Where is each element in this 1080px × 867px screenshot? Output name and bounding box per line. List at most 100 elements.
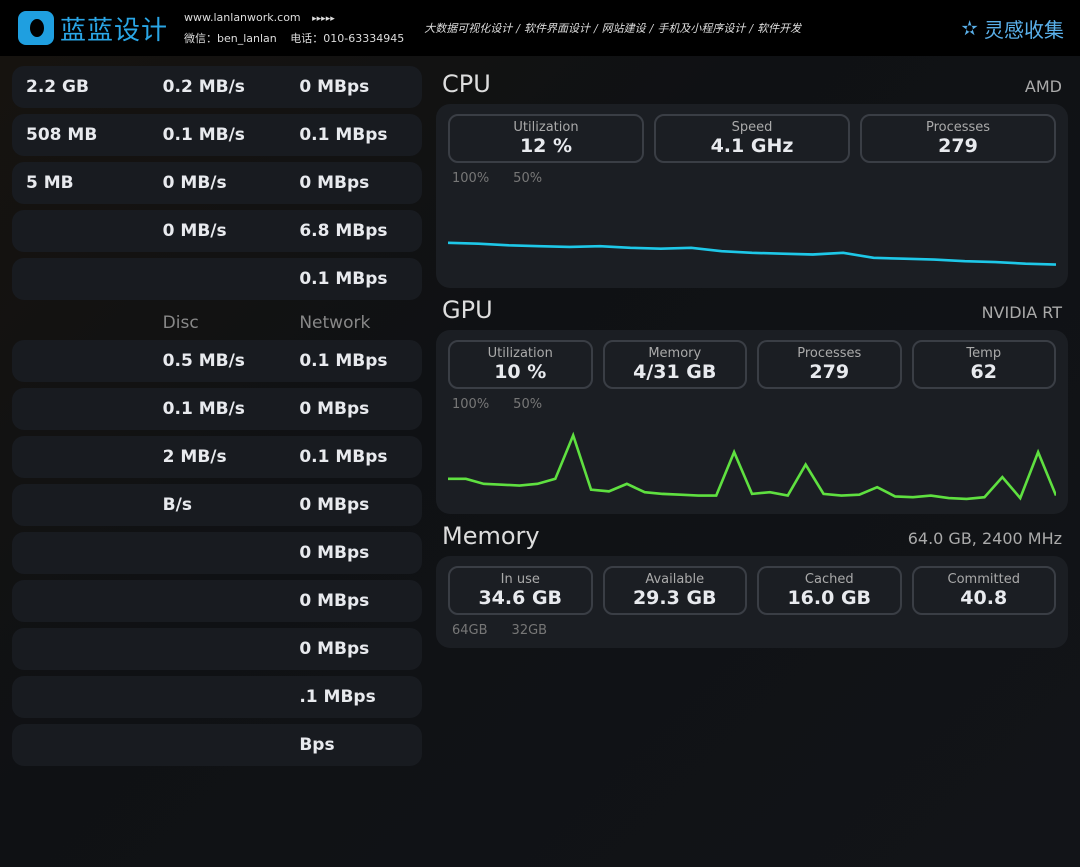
stat-box: Memory 4/31 GB	[602, 340, 747, 389]
axis-label: 32GB	[511, 623, 548, 638]
gpu-card: Utilization 10 % Memory 4/31 GB Processes 279…	[436, 330, 1068, 514]
stat-label: Committed	[947, 572, 1020, 587]
cell: 0.1 MB/s	[162, 399, 245, 419]
nav-link[interactable]: 手机及小程序设计	[657, 22, 746, 35]
table-row[interactable]: 5 MB 0 MB/s 0 MBps	[12, 162, 422, 204]
cpu-card: Utilization 12 % Speed 4.1 GHz Processes 279 1…	[436, 104, 1068, 288]
logo[interactable]: 蓝蓝设计	[18, 10, 168, 47]
phone: 电话：010-63334945	[290, 32, 405, 45]
stat-value: 279	[938, 135, 978, 157]
stat-label: Memory	[648, 346, 702, 361]
memory-stats: In use 34.6 GB Available 29.3 GB Cached 16.0 …	[448, 566, 1056, 615]
cell: 0.1 MBps	[299, 447, 388, 467]
stat-label: Processes	[925, 120, 991, 135]
nav-link[interactable]: 软件界面设计	[523, 22, 590, 35]
header-cell[interactable]: Disc	[162, 313, 199, 333]
cpu-usage-line	[448, 241, 1056, 266]
table-row[interactable]: 0 MBps	[12, 532, 422, 574]
stat-label: Processes	[797, 346, 862, 361]
stat-value: 40.8	[960, 587, 1008, 609]
process-list: 2.2 GB 0.2 MB/s 0 MBps 508 MB 0.1 MB/s 0.1 MB…	[12, 66, 422, 857]
nav-separator: /	[749, 22, 754, 35]
stat-box: Speed 4.1 GHz	[654, 114, 850, 163]
cell: 0 MBps	[299, 173, 370, 193]
gpu-chart	[448, 431, 1056, 501]
memory-header: Memory 64.0 GB, 2400 MHz	[442, 522, 1062, 550]
stat-value: 279	[809, 361, 850, 383]
table-row[interactable]: 0.1 MB/s 0 MBps	[12, 388, 422, 430]
gpu-header: GPU NVIDIA RT	[442, 296, 1062, 324]
cell: 2.2 GB	[26, 77, 89, 97]
stat-label: Available	[645, 572, 705, 587]
table-row[interactable]: 0 MB/s 6.8 MBps	[12, 210, 422, 252]
stat-value: 10 %	[494, 361, 547, 383]
cell: 0 MB/s	[162, 221, 227, 241]
gpu-title: GPU	[442, 296, 493, 324]
table-row[interactable]: 2 MB/s 0.1 MBps	[12, 436, 422, 478]
stat-box: Utilization 12 %	[448, 114, 644, 163]
column-headers: Disc Network	[12, 306, 422, 340]
brand: ✫ 灵感收集	[961, 14, 1064, 43]
stat-value: 29.3 GB	[632, 587, 717, 609]
cell: 0 MBps	[299, 591, 370, 611]
memory-title: Memory	[442, 522, 540, 550]
cell: 0 MBps	[299, 639, 370, 659]
nav-separator: /	[649, 22, 654, 35]
site-url[interactable]: www.lanlanwork.com	[184, 11, 301, 24]
table-row[interactable]: .1 MBps	[12, 676, 422, 718]
stat-value: 16.0 GB	[787, 587, 872, 609]
cell: 0 MBps	[299, 77, 370, 97]
table-row[interactable]: B/s 0 MBps	[12, 484, 422, 526]
nav-separator: /	[593, 22, 598, 35]
stat-value: 4/31 GB	[633, 361, 717, 383]
brand-text: 灵感收集	[984, 17, 1064, 42]
cpu-axis-labels: 100% 50%	[452, 171, 1056, 186]
axis-label: 64GB	[452, 623, 488, 638]
table-row[interactable]: 0 MBps	[12, 580, 422, 622]
cell: 0 MBps	[299, 543, 370, 563]
cell: 0.1 MBps	[299, 125, 388, 145]
axis-label: 50%	[513, 171, 543, 186]
cell: 0.1 MBps	[299, 269, 388, 289]
table-row[interactable]: Bps	[12, 724, 422, 766]
cpu-section: CPU AMD Utilization 12 % Speed 4.1 GHz Process…	[436, 70, 1068, 288]
cell: 508 MB	[26, 125, 98, 145]
header-cell[interactable]: Network	[299, 313, 371, 333]
memory-device-label: 64.0 GB, 2400 MHz	[907, 529, 1062, 548]
stat-box: Available 29.3 GB	[602, 566, 747, 615]
table-row[interactable]: 508 MB 0.1 MB/s 0.1 MBps	[12, 114, 422, 156]
stat-label: Utilization	[513, 120, 579, 135]
cpu-chart	[448, 241, 1056, 266]
nav-separator: /	[516, 22, 520, 35]
gpu-stats: Utilization 10 % Memory 4/31 GB Processes 279…	[448, 340, 1056, 389]
axis-label: 50%	[513, 397, 543, 412]
nav-link[interactable]: 网站建设	[601, 22, 646, 35]
arrows-icon: ▸▸▸▸▸	[312, 14, 335, 24]
logo-icon	[18, 11, 54, 45]
cell: 0.1 MBps	[299, 351, 388, 371]
table-row[interactable]: 0 MBps	[12, 628, 422, 670]
cell: 0 MB/s	[162, 173, 227, 193]
cell: 6.8 MBps	[299, 221, 388, 241]
gpu-section: GPU NVIDIA RT Utilization 10 % Memory 4/31 GB…	[436, 296, 1068, 514]
axis-label: 100%	[452, 171, 490, 186]
nav-links: 大数据可视化设计 / 软件界面设计 / 网站建设 / 手机及小程序设计 / 软件开发	[424, 20, 801, 36]
memory-section: Memory 64.0 GB, 2400 MHz In use 34.6 GB Avai…	[436, 522, 1068, 648]
gpu-usage-line	[448, 431, 1056, 501]
memory-axis-labels: 64GB 32GB	[452, 623, 1056, 638]
cpu-stats: Utilization 12 % Speed 4.1 GHz Processes 279	[448, 114, 1056, 163]
table-row[interactable]: 0.5 MB/s 0.1 MBps	[12, 340, 422, 382]
stat-box: Processes 279	[860, 114, 1056, 163]
contact-info: www.lanlanwork.com ▸▸▸▸▸ 微信：ben_lanlan 电…	[184, 8, 404, 48]
stat-label: Speed	[731, 120, 773, 135]
stat-label: Cached	[804, 572, 854, 587]
table-row[interactable]: 2.2 GB 0.2 MB/s 0 MBps	[12, 66, 422, 108]
stat-box: In use 34.6 GB	[448, 566, 593, 615]
nav-link[interactable]: 软件开发	[757, 22, 802, 35]
cpu-title: CPU	[442, 70, 491, 98]
gpu-device-label: NVIDIA RT	[981, 303, 1062, 322]
table-row[interactable]: 0.1 MBps	[12, 258, 422, 300]
axis-label: 100%	[452, 397, 490, 412]
stat-box: Utilization 10 %	[448, 340, 593, 389]
nav-link[interactable]: 大数据可视化设计	[424, 22, 513, 35]
